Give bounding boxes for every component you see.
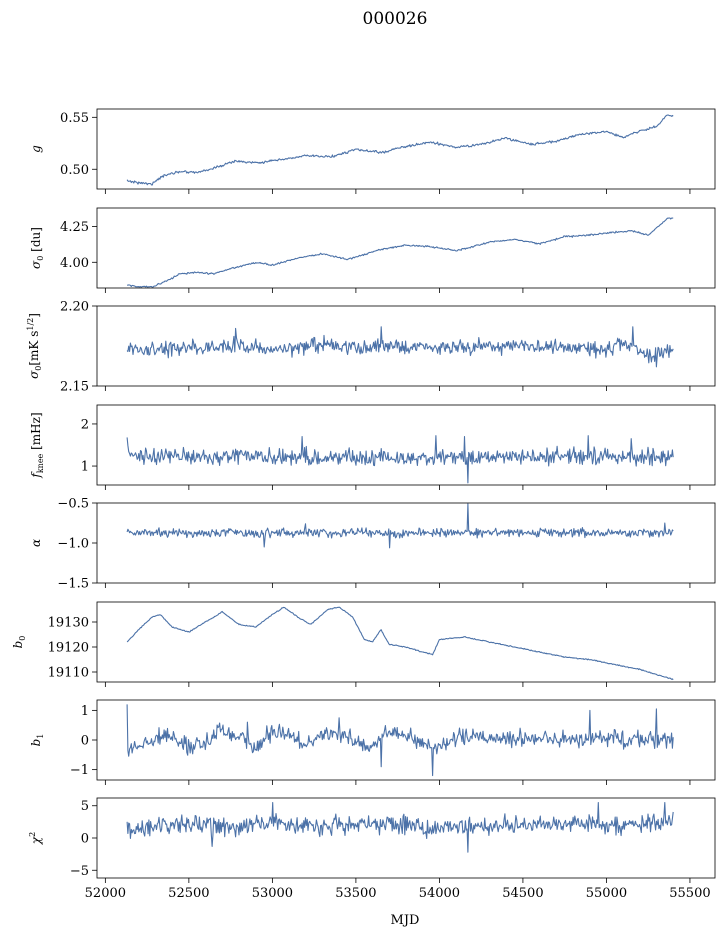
axes-frame — [96, 207, 716, 289]
y-axis-label: σ0 [du] — [29, 227, 45, 269]
y-tick-label: 19130 — [48, 616, 89, 631]
series-line — [126, 801, 674, 853]
y-tick-label: 0.55 — [60, 111, 89, 126]
y-axis-label: g — [29, 145, 43, 153]
subplot-3: 2.15 2.20 σ0[mK s1/2] — [26, 300, 716, 395]
subplot-6: 19110 19120 19130 b0 — [11, 601, 716, 687]
y-tick-label: 0.50 — [60, 163, 89, 178]
subplot-5: −1.5 −1.0 −0.5 α — [29, 497, 716, 592]
y-tick-label: −1.0 — [57, 537, 89, 552]
subplots: 0.50 0.55 g 4.00 4.25 σ0 [du] 2.15 2.20 σ0[mK s1… — [11, 108, 716, 901]
x-tick-label: 53000 — [252, 886, 293, 901]
axes-frame — [96, 404, 716, 486]
subplot-7: −1 0 1 b1 — [29, 699, 716, 785]
y-tick-label: 19120 — [48, 641, 89, 656]
y-tick-label: 2.15 — [60, 380, 89, 395]
y-axis-label: fknee [mHz] — [29, 412, 45, 478]
axes-frame — [96, 108, 716, 190]
y-axis-label: b1 — [29, 734, 45, 747]
y-tick-label: 2 — [81, 417, 89, 432]
figure-title: 000026 — [363, 9, 428, 29]
y-tick-label: 19110 — [48, 666, 89, 681]
axes-frame — [96, 601, 716, 683]
subplot-8: −5 0 5 52000 52500 53000 53500 54000 54500 55000 5… — [28, 797, 716, 901]
axes-frame — [96, 699, 716, 781]
axes-frame — [96, 502, 716, 584]
y-tick-label: 0 — [81, 734, 89, 749]
x-tick-label: 55500 — [669, 886, 710, 901]
x-tick-label: 54000 — [419, 886, 460, 901]
x-tick-label: 55000 — [586, 886, 627, 901]
series-line — [126, 435, 674, 484]
series-line — [126, 217, 674, 288]
y-tick-label: −1 — [70, 763, 89, 778]
y-tick-label: 2.20 — [60, 300, 89, 315]
series-line — [126, 606, 674, 681]
x-axis-label: MJD — [391, 913, 420, 928]
y-tick-label: 1 — [81, 704, 89, 719]
y-tick-label: −0.5 — [57, 497, 89, 512]
axes-frame — [96, 305, 716, 387]
y-tick-label: 0 — [81, 832, 89, 847]
y-tick-label: 5 — [81, 799, 89, 814]
y-axis-label: α — [29, 539, 43, 547]
series-line — [126, 503, 674, 549]
subplot-2: 4.00 4.25 σ0 [du] — [29, 207, 716, 293]
y-axis-label: χ2 — [28, 832, 43, 845]
x-tick-label: 52500 — [168, 886, 209, 901]
subplot-4: 1 2 fknee [mHz] — [29, 404, 716, 490]
series-line — [126, 704, 674, 777]
y-tick-label: 4.25 — [60, 220, 89, 235]
x-tick-label: 54500 — [502, 886, 543, 901]
y-tick-label: 1 — [81, 460, 89, 475]
y-tick-label: −5 — [70, 864, 89, 879]
x-tick-label: 52000 — [85, 886, 126, 901]
y-tick-label: 4.00 — [60, 256, 89, 271]
axes-frame — [96, 797, 716, 879]
x-tick-label: 53500 — [335, 886, 376, 901]
y-tick-label: −1.5 — [57, 577, 89, 592]
y-axis-label: σ0[mK s1/2] — [26, 313, 43, 379]
subplot-1: 0.50 0.55 g — [29, 108, 716, 194]
y-axis-label: b0 — [11, 636, 27, 649]
series-line — [126, 326, 674, 368]
series-line — [126, 114, 674, 186]
